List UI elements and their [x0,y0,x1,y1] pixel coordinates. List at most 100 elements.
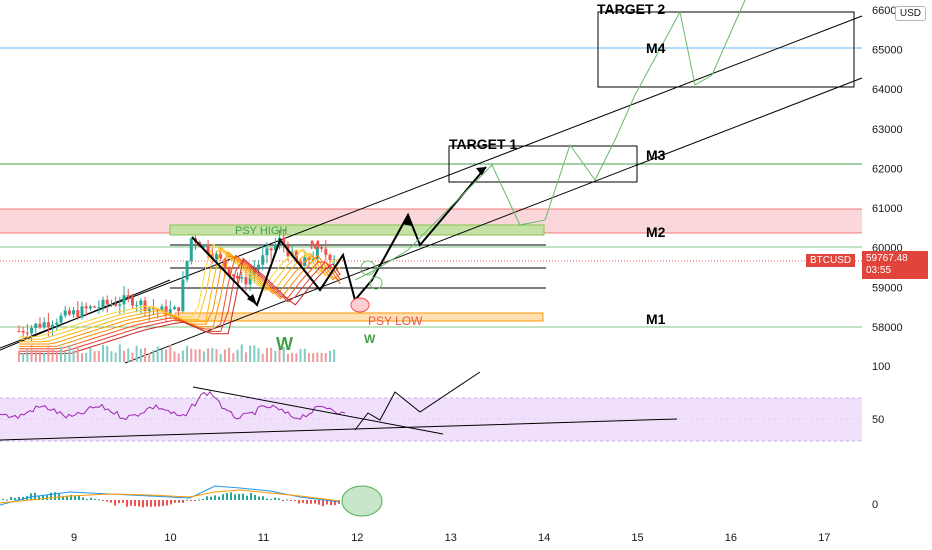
macd-bar [2,498,4,500]
macd-bar [314,500,316,504]
macd-bar [170,500,172,505]
volume-bar [307,353,310,362]
channel-lower [124,77,863,364]
volume-bar [76,345,79,362]
volume-bar [312,353,315,362]
volume-bar [114,352,117,362]
candle-body [59,315,63,323]
time-tick: 10 [164,532,176,544]
candle-body [72,310,76,315]
macd-bar [78,495,80,500]
candle-body [46,322,50,327]
macd-circle [341,485,383,517]
candle-body [80,306,84,318]
volume-bar [72,350,75,362]
macd-bar [14,497,16,500]
candle-body [84,306,88,309]
psy-high-zone [169,224,545,236]
volume-bar [291,352,294,362]
time-tick: 13 [445,532,457,544]
volume-bar [17,350,20,362]
volume-bar [156,346,159,362]
macd-bar [282,500,284,502]
macd-bar [238,494,240,500]
macd-bar [90,497,92,500]
candle-body [130,296,134,306]
volume-bar [123,350,126,362]
volume-bar [186,345,189,362]
macd-bar [154,500,156,507]
macd-bar [38,496,40,500]
volume-bar [211,348,214,362]
signal-line [0,489,341,504]
target-1-label: TARGET 1 [449,136,517,152]
volume-bar [333,349,336,362]
volume-bar [228,347,231,362]
candle-body [126,295,130,297]
macd-bar [94,498,96,500]
macd-bar [298,500,300,504]
macd-bar [110,500,112,503]
volume-bar [177,353,180,362]
m1-label: M1 [646,311,666,327]
pivot-circle-red [350,297,370,313]
macd-bar [158,500,160,507]
macd-bar [182,500,184,503]
candle-body [114,303,118,306]
macd-bar [86,499,88,501]
volume-bar [131,352,134,362]
currency-badge[interactable]: USD [894,6,926,21]
volume-bar [139,348,142,362]
candle-body [252,269,256,275]
bar-countdown: 03:55 [866,265,892,276]
rsi-trendline-1 [192,386,444,435]
candle-body [135,305,139,307]
projection-path-black [191,166,487,307]
macd-bar [162,500,164,507]
candle-body [34,323,38,329]
macd-bar [218,496,220,500]
macd-bar [266,498,268,500]
volume-bar [85,352,88,362]
macd-bar [330,500,332,506]
candle-body [38,323,42,328]
candle-body [105,299,109,305]
target-2-label: TARGET 2 [597,1,665,17]
macd-bar [318,500,320,505]
macd-bar [142,500,144,508]
m4-label: M4 [646,40,666,56]
time-tick: 16 [725,532,737,544]
psy-high-label: PSY HIGH [235,225,287,237]
macd-bar [234,494,236,500]
volume-bar [55,350,58,362]
macd-bar [222,494,224,500]
volume-bar [198,349,201,362]
volume-bar [320,352,323,362]
macd-bar [262,496,264,500]
volume-bars [17,344,336,362]
candle-body [88,306,92,309]
price-tick: 61000 [872,203,903,215]
macd-bar [258,496,260,500]
macd-bar [146,500,148,507]
psy-low-label: PSY LOW [368,314,423,328]
candle-body [42,322,46,328]
volume-bar [97,350,100,362]
ma-line [19,254,341,350]
ma-line [19,243,341,338]
candle-body [307,257,311,261]
volume-bar [261,353,264,362]
macd-bar [270,499,272,501]
candle-body [76,310,80,318]
macd-bar [46,494,48,500]
rsi-line [0,390,346,421]
volume-bar [265,347,268,362]
macd-bar [334,500,336,506]
volume-bar [169,345,172,362]
macd-bar [302,500,304,503]
volume-bar [160,349,163,362]
candle-body [63,310,67,316]
macd-bar [202,499,204,501]
macd-bar [174,500,176,503]
